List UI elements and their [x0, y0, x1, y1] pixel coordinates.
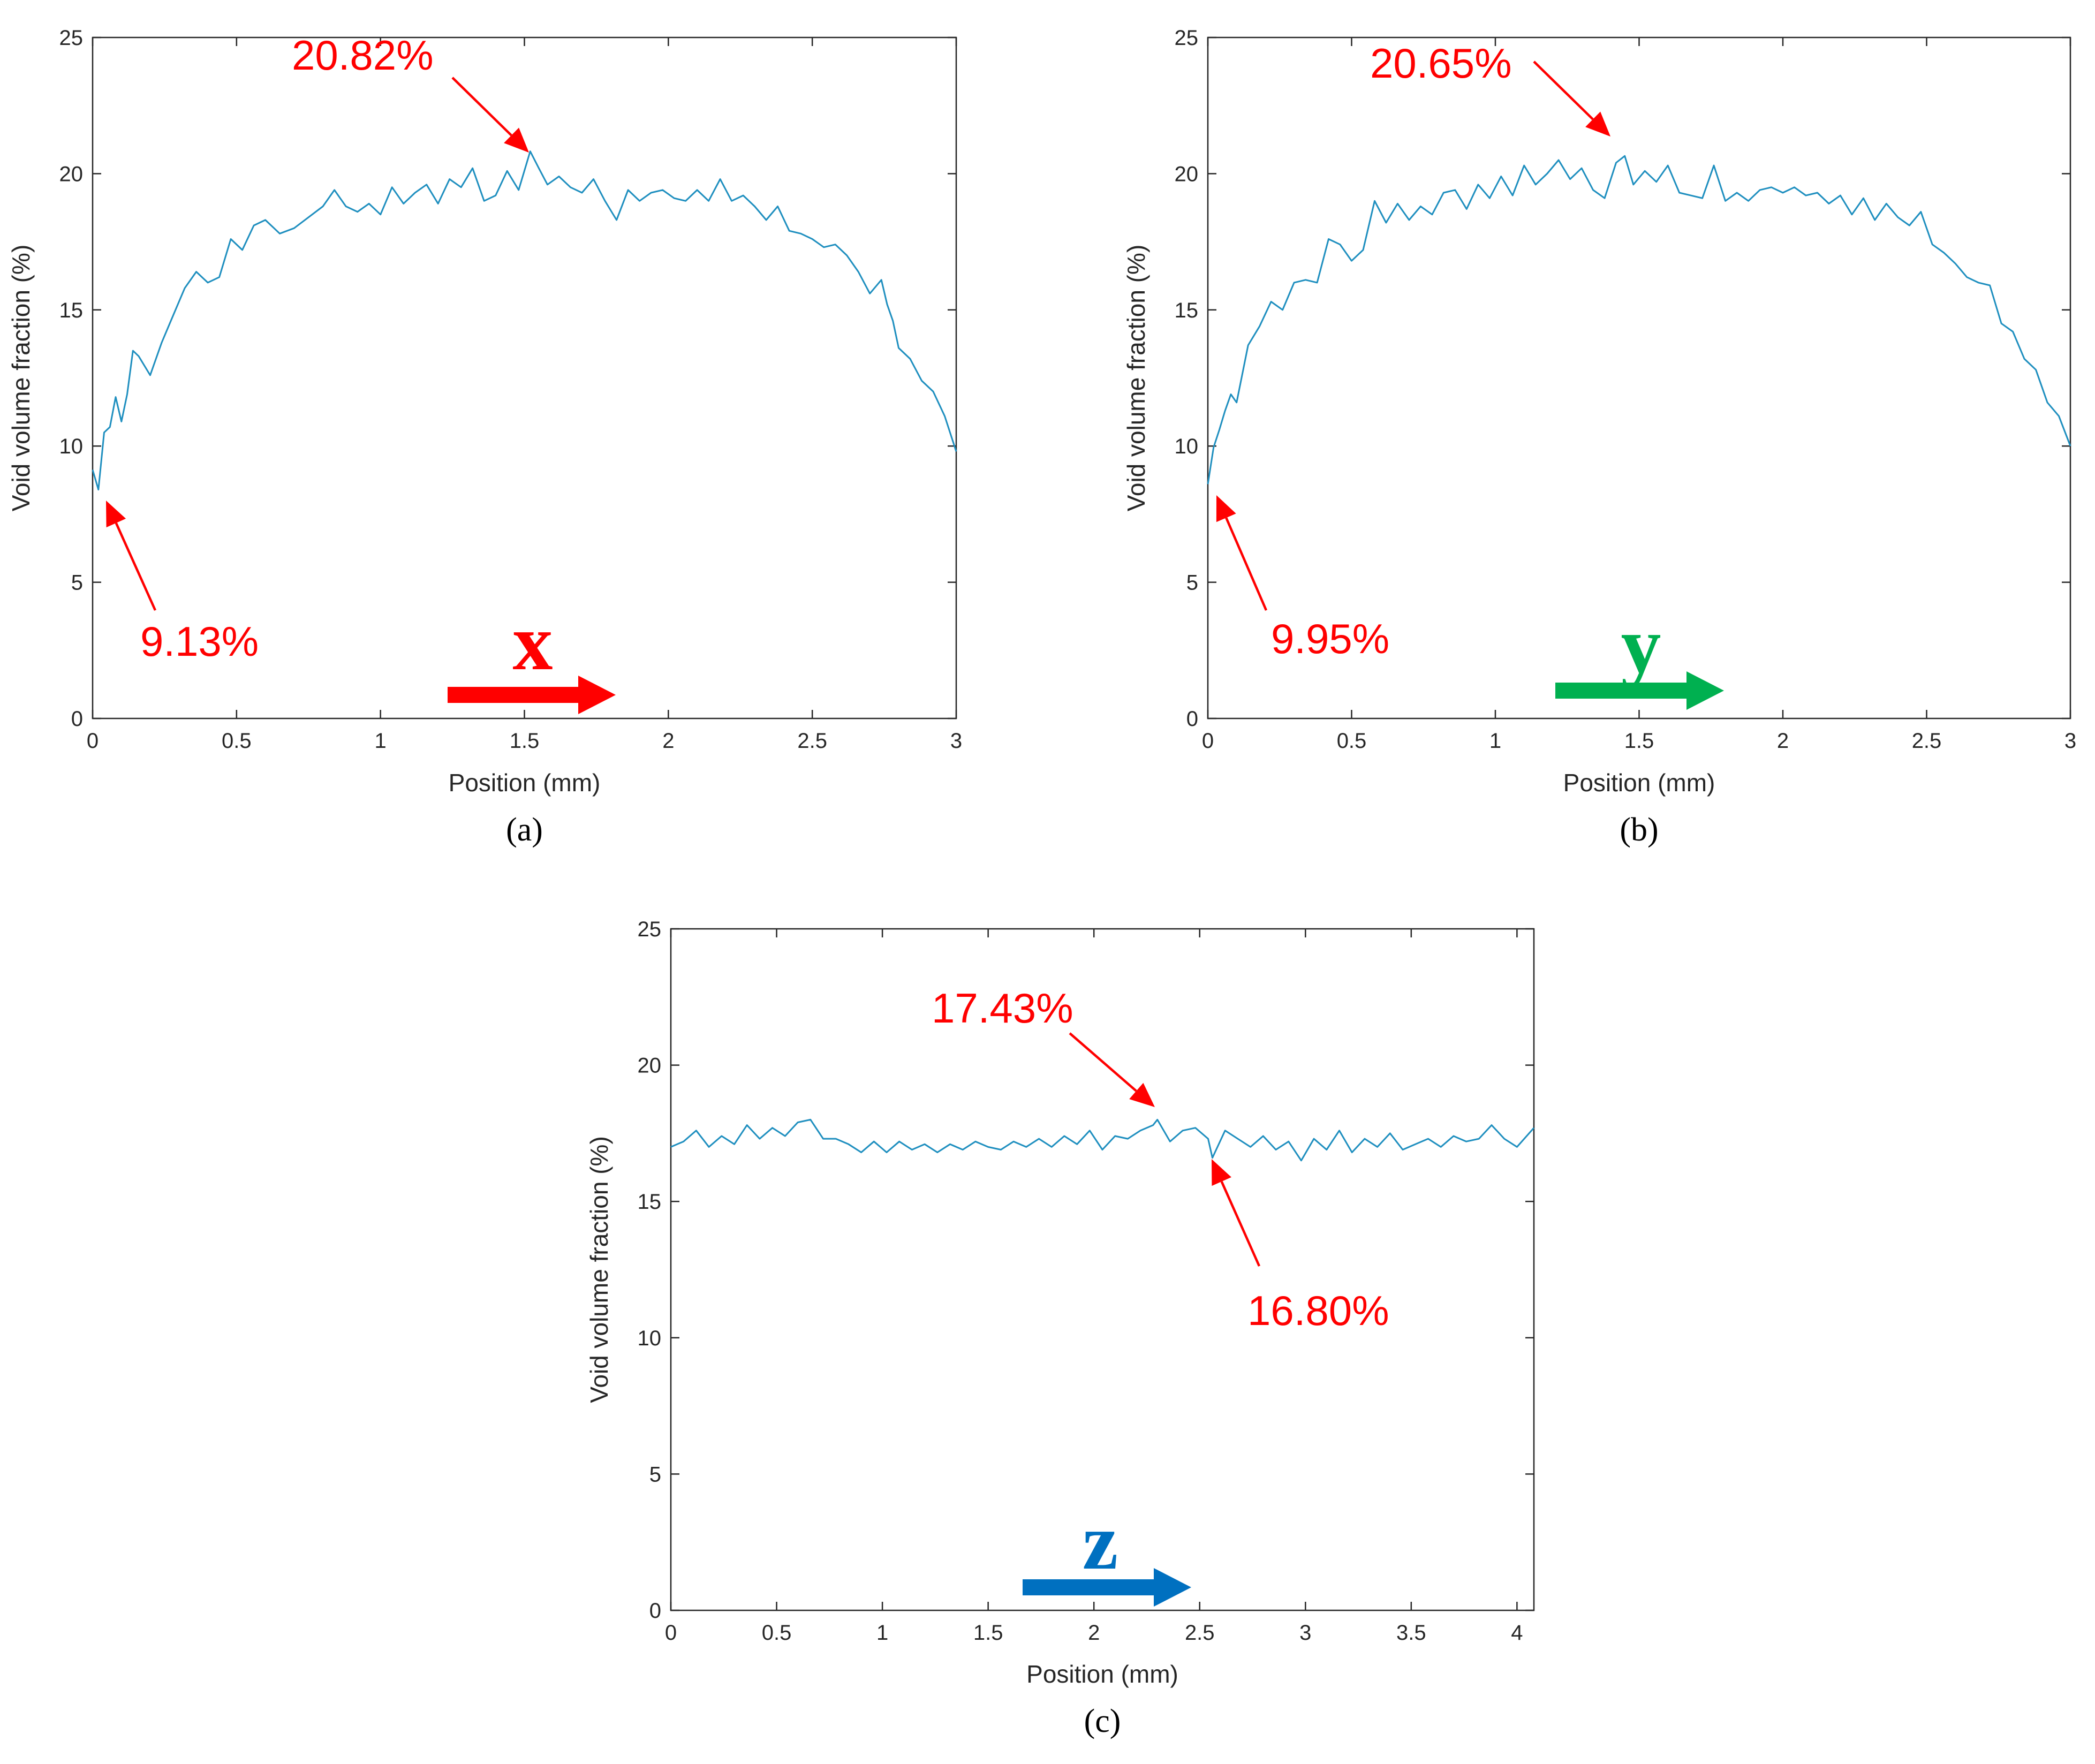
- annotation-label-min: 16.80%: [1247, 1287, 1389, 1334]
- x-tick-label: 2.5: [1912, 729, 1942, 753]
- annotation-label-max: 20.82%: [292, 32, 434, 79]
- annotation-arrow-max-head: [504, 127, 529, 153]
- x-axis-label: Position (mm): [1563, 769, 1715, 797]
- x-tick-label: 1: [375, 729, 387, 753]
- x-tick-label: 2: [1777, 729, 1789, 753]
- x-tick-label: 0: [87, 729, 99, 753]
- annotation-label-max: 20.65%: [1370, 40, 1512, 87]
- direction-letter: z: [1083, 1497, 1118, 1586]
- x-tick-label: 2: [662, 729, 674, 753]
- x-tick-label: 3: [1299, 1621, 1311, 1645]
- y-tick-label: 10: [638, 1327, 662, 1350]
- panel-label: (b): [1620, 812, 1658, 848]
- x-tick-label: 0.5: [222, 729, 252, 753]
- y-tick-label: 15: [1175, 299, 1199, 322]
- x-tick-label: 4: [1511, 1621, 1523, 1645]
- y-axis-label: Void volume fraction (%): [1122, 245, 1150, 512]
- annotation-arrow-max-shaft: [1533, 60, 1594, 120]
- x-tick-label: 0: [665, 1621, 677, 1645]
- data-series-line: [670, 1118, 1535, 1162]
- direction-arrow-head: [1686, 671, 1724, 710]
- x-tick-label: 0: [1202, 729, 1214, 753]
- annotation-arrow-max-head: [1129, 1082, 1155, 1107]
- data-series-line: [92, 150, 957, 491]
- annotation-arrow-min-shaft: [115, 523, 157, 611]
- annotation-arrow-max-head: [1585, 111, 1610, 137]
- y-tick-label: 5: [1186, 571, 1198, 595]
- panel-label: (a): [506, 812, 543, 848]
- annotation-label-min: 9.95%: [1271, 615, 1389, 662]
- y-tick-label: 0: [1186, 707, 1198, 731]
- x-tick-label: 3: [950, 729, 962, 753]
- chart-panel-c: 0 0.5 1 1.5 2 2.5 3 3.5 4 0 5 10 15 20 25 Position (mm)…: [585, 918, 1535, 1739]
- axes-box: [670, 928, 1535, 1611]
- annotation-arrow-min-head: [1216, 495, 1236, 523]
- x-tick-label: 3: [2064, 729, 2076, 753]
- direction-arrow-head: [1154, 1568, 1191, 1607]
- y-tick-label: 0: [71, 707, 83, 731]
- y-tick-label: 25: [638, 918, 662, 941]
- annotation-arrow-min-shaft: [1220, 1181, 1261, 1267]
- y-tick-label: 5: [71, 571, 83, 595]
- x-tick-label: 2.5: [797, 729, 827, 753]
- annotation-arrow-max-shaft: [451, 77, 512, 137]
- x-tick-label: 3.5: [1396, 1621, 1426, 1645]
- annotation-label-max: 17.43%: [932, 985, 1073, 1032]
- direction-letter: y: [1621, 601, 1661, 690]
- y-tick-label: 5: [649, 1463, 661, 1486]
- annotation-arrow-min-head: [1212, 1159, 1231, 1186]
- x-tick-label: 0.5: [1337, 729, 1367, 753]
- x-axis-label: Position (mm): [449, 769, 601, 797]
- y-tick-label: 20: [638, 1054, 662, 1078]
- y-tick-label: 25: [1175, 26, 1199, 50]
- annotation-arrow-min-head: [106, 501, 126, 528]
- y-tick-label: 10: [1175, 435, 1199, 458]
- chart-panel-a: 0 0.5 1 1.5 2 2.5 3 0 5 10 15 20 25 Position (mm) Void…: [7, 26, 962, 848]
- y-axis-label: Void volume fraction (%): [585, 1136, 613, 1403]
- direction-arrow-head: [578, 676, 616, 714]
- x-tick-label: 1.5: [1624, 729, 1654, 753]
- x-tick-label: 1.5: [973, 1621, 1003, 1645]
- x-tick-label: 0.5: [762, 1621, 792, 1645]
- data-series-line: [1207, 155, 2071, 484]
- annotation-label-min: 9.13%: [140, 618, 259, 665]
- y-tick-label: 0: [649, 1599, 661, 1623]
- x-tick-label: 1: [876, 1621, 888, 1645]
- annotation-arrow-min-shaft: [1225, 517, 1268, 611]
- panel-label: (c): [1084, 1703, 1121, 1739]
- x-tick-label: 1.5: [510, 729, 540, 753]
- y-axis-label: Void volume fraction (%): [7, 245, 35, 512]
- annotation-arrow-max-shaft: [1069, 1032, 1137, 1092]
- y-tick-label: 20: [59, 162, 84, 186]
- x-tick-label: 2.5: [1185, 1621, 1215, 1645]
- direction-letter: x: [513, 598, 553, 687]
- y-tick-label: 20: [1175, 162, 1199, 186]
- x-tick-label: 1: [1489, 729, 1501, 753]
- x-tick-label: 2: [1088, 1621, 1100, 1645]
- y-tick-label: 10: [59, 435, 84, 458]
- y-tick-label: 15: [638, 1190, 662, 1214]
- y-tick-label: 25: [59, 26, 84, 50]
- x-axis-label: Position (mm): [1026, 1660, 1178, 1688]
- chart-panel-b: 0 0.5 1 1.5 2 2.5 3 0 5 10 15 20 25 Position (mm) Void…: [1122, 26, 2076, 848]
- y-tick-label: 15: [59, 299, 84, 322]
